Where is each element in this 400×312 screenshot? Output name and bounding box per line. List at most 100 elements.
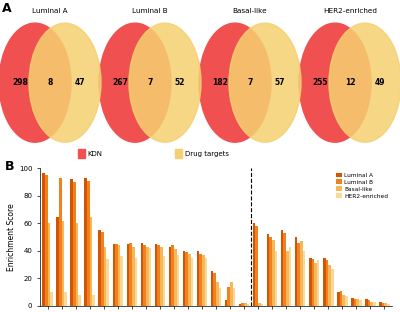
Bar <box>230 282 233 306</box>
Text: Basal-like: Basal-like <box>233 8 267 14</box>
Bar <box>373 302 376 306</box>
Text: 7: 7 <box>147 78 153 87</box>
Bar <box>219 288 221 306</box>
Bar <box>233 288 235 306</box>
Bar <box>87 181 90 306</box>
Bar <box>303 251 306 306</box>
Bar <box>317 261 320 306</box>
Bar <box>326 261 328 306</box>
Bar <box>174 250 176 306</box>
Bar <box>73 182 76 306</box>
Bar <box>191 258 193 306</box>
Bar <box>129 243 132 306</box>
Bar <box>312 259 314 306</box>
Text: 255: 255 <box>312 78 328 87</box>
Bar <box>183 251 185 306</box>
Bar <box>146 247 148 306</box>
Bar <box>62 221 64 306</box>
FancyBboxPatch shape <box>175 149 182 158</box>
Bar <box>84 178 87 306</box>
Text: Luminal A: Luminal A <box>32 8 68 14</box>
Bar <box>337 292 340 306</box>
Bar <box>267 234 270 306</box>
Bar <box>197 251 199 306</box>
Text: Drug targets: Drug targets <box>185 151 229 157</box>
Text: B: B <box>5 160 14 173</box>
Bar <box>42 173 45 306</box>
Bar <box>115 244 118 306</box>
Bar <box>340 291 342 306</box>
Bar <box>256 226 258 306</box>
FancyBboxPatch shape <box>78 149 85 158</box>
Text: 267: 267 <box>112 78 128 87</box>
Bar <box>126 244 129 306</box>
Bar <box>216 282 219 306</box>
Circle shape <box>0 23 71 142</box>
Bar <box>345 296 348 306</box>
Bar <box>359 300 362 306</box>
Text: A: A <box>2 2 12 15</box>
Bar <box>323 258 326 306</box>
Bar <box>162 256 165 306</box>
Bar <box>281 230 284 306</box>
Bar <box>213 273 216 306</box>
Bar <box>90 217 92 306</box>
Bar <box>171 245 174 306</box>
Bar <box>314 263 317 306</box>
Bar <box>118 245 120 306</box>
Text: 57: 57 <box>275 78 285 87</box>
Bar <box>300 241 303 306</box>
Bar <box>168 247 171 306</box>
Bar <box>188 254 191 306</box>
Bar <box>328 265 331 306</box>
Bar <box>298 243 300 306</box>
Bar <box>247 305 249 306</box>
Bar <box>98 230 101 306</box>
Bar <box>365 299 368 306</box>
Y-axis label: Enrichment Score: Enrichment Score <box>7 203 16 271</box>
Circle shape <box>329 23 400 142</box>
Bar <box>211 271 213 306</box>
Bar <box>154 244 157 306</box>
Circle shape <box>229 23 301 142</box>
Bar <box>48 223 50 306</box>
Bar <box>270 237 272 306</box>
Text: KDN: KDN <box>88 151 102 157</box>
Text: 7: 7 <box>247 78 253 87</box>
Bar <box>379 302 382 306</box>
Bar <box>59 178 62 306</box>
Bar <box>387 305 390 306</box>
Bar <box>253 223 256 306</box>
Bar <box>92 295 95 306</box>
Bar <box>351 298 354 306</box>
Bar <box>120 256 123 306</box>
Bar <box>70 179 73 306</box>
Bar <box>148 248 151 306</box>
Bar <box>272 240 275 306</box>
Text: HER2-enriched: HER2-enriched <box>323 8 377 14</box>
Bar <box>370 302 373 306</box>
Bar <box>143 245 146 306</box>
Bar <box>160 247 162 306</box>
Text: Luminal B: Luminal B <box>132 8 168 14</box>
Bar <box>176 255 179 306</box>
Bar <box>101 232 104 306</box>
Bar <box>286 251 289 306</box>
Bar <box>382 303 384 306</box>
Bar <box>295 237 298 306</box>
Bar <box>384 303 387 306</box>
Bar <box>64 292 67 306</box>
Bar <box>185 252 188 306</box>
Bar <box>368 300 370 306</box>
Circle shape <box>129 23 201 142</box>
Bar <box>134 258 137 306</box>
Bar <box>239 305 241 306</box>
Bar <box>309 258 312 306</box>
Bar <box>225 300 227 306</box>
Bar <box>132 247 134 306</box>
Text: 8: 8 <box>47 78 53 87</box>
Bar <box>112 244 115 306</box>
Bar <box>78 295 81 306</box>
Circle shape <box>299 23 371 142</box>
Text: 298: 298 <box>12 78 28 87</box>
